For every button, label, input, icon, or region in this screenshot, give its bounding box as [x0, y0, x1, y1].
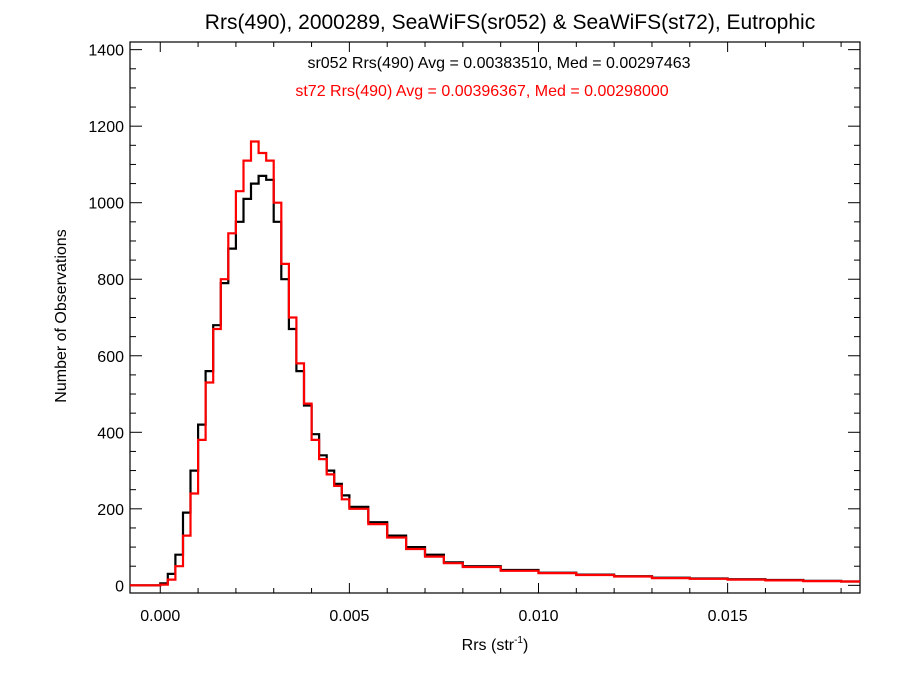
plot-frame: [129, 41, 861, 594]
series-layer: [130, 140, 860, 587]
y-tick-label: 1000: [88, 196, 124, 213]
x-tick-label: 0.000: [140, 608, 180, 625]
plot-border: [129, 41, 861, 594]
annotation-sr052: sr052 Rrs(490) Avg = 0.00383510, Med = 0…: [307, 55, 690, 72]
x-axis-label-close: ): [523, 637, 528, 654]
x-tick-label: 0.005: [329, 608, 369, 625]
y-axis: 0 200 400 600 800 1000 1200 1400: [88, 43, 860, 595]
x-axis-label: Rrs (str-1): [462, 635, 529, 654]
series-line-sr052: [130, 174, 860, 587]
y-tick-label: 800: [97, 272, 124, 289]
x-tick-label: 0.015: [708, 608, 748, 625]
y-tick-label: 0: [115, 578, 124, 595]
y-tick-label: 200: [97, 502, 124, 519]
x-tick-label: 0.010: [518, 608, 558, 625]
series-line-st72: [130, 140, 860, 587]
y-tick-label: 1200: [88, 119, 124, 136]
annotation-st72: st72 Rrs(490) Avg = 0.00396367, Med = 0.…: [295, 83, 668, 100]
y-tick-label: 600: [97, 349, 124, 366]
y-tick-label: 1400: [88, 43, 124, 60]
x-axis: 0.000 0.005 0.010 0.015: [140, 42, 842, 625]
y-tick-label: 400: [97, 425, 124, 442]
x-axis-label-sup: -1: [514, 635, 523, 646]
x-axis-label-main: Rrs (str: [462, 637, 515, 654]
y-axis-label: Number of Observations: [53, 229, 70, 402]
chart-title: Rrs(490), 2000289, SeaWiFS(sr052) & SeaW…: [205, 11, 815, 34]
